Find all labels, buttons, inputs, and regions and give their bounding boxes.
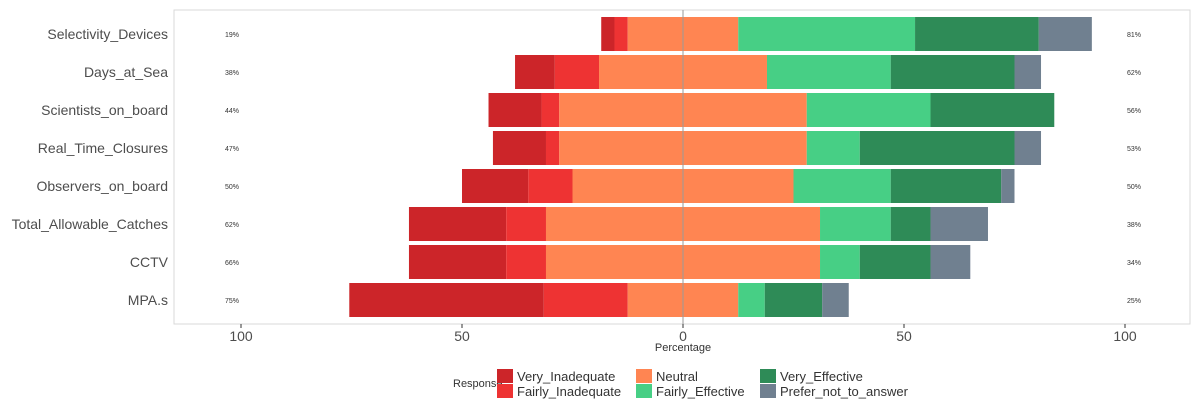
y-label-cctv: CCTV [130,254,169,270]
bar-total-allowable-catches-fairly-effective [820,207,891,241]
bar-cctv-prefer-not-to-answer [930,245,971,279]
bar-cctv-very-effective [859,245,931,279]
left-percent-label: 44% [225,108,239,115]
bar-mpa-s-fairly-inadequate [543,283,628,317]
left-percent-label: 62% [225,222,239,229]
left-percent-label: 19% [225,32,239,39]
x-axis-title: Percentage [655,342,711,354]
x-tick-label: 100 [1113,328,1137,344]
left-percent-label: 50% [225,184,239,191]
legend-label-fairly-inadequate: Fairly_Inadequate [517,384,621,399]
bar-observers-on-board-fairly-inadequate [528,169,573,203]
y-label-mpa-s: MPA.s [128,292,168,308]
left-percent-label: 75% [225,298,239,305]
bars-group [349,17,1092,317]
bar-total-allowable-catches-prefer-not-to-answer [930,207,988,241]
bar-observers-on-board-very-inadequate [462,169,529,203]
bar-real-time-closures-very-inadequate [492,131,546,165]
bar-mpa-s-very-inadequate [349,283,544,317]
y-label-days-at-sea: Days_at_Sea [84,64,168,80]
legend-label-very-effective: Very_Effective [780,369,863,384]
bar-observers-on-board-fairly-effective [793,169,891,203]
x-tick-label: 50 [454,328,470,344]
bar-selectivity-devices-prefer-not-to-answer [1038,17,1092,51]
bar-real-time-closures-very-effective [859,131,1015,165]
legend-swatch-neutral [636,369,652,383]
bar-days-at-sea-fairly-inadequate [554,55,600,89]
bar-days-at-sea-prefer-not-to-answer [1014,55,1042,89]
y-label-observers-on-board: Observers_on_board [36,178,168,194]
bar-real-time-closures-fairly-inadequate [545,131,560,165]
bar-real-time-closures-fairly-effective [806,131,860,165]
bar-selectivity-devices-fairly-inadequate [614,17,628,51]
right-percent-label: 50% [1127,184,1141,191]
right-percent-label: 34% [1127,260,1141,267]
bar-selectivity-devices-very-inadequate [601,17,615,51]
bar-days-at-sea-fairly-effective [766,55,891,89]
legend-title: Response [453,378,503,390]
bar-mpa-s-fairly-effective [738,283,765,317]
bar-selectivity-devices-fairly-effective [738,17,916,51]
bar-days-at-sea-very-inadequate [515,55,555,89]
legend-swatch-prefer-not-to-answer [760,384,776,398]
legend-swatch-very-inadequate [497,369,513,383]
left-percent-label: 38% [225,70,239,77]
y-axis-labels: Selectivity_Devices Days_at_Sea Scientists… [12,26,169,308]
bar-total-allowable-catches-very-effective [890,207,931,241]
bar-cctv-fairly-inadequate [506,245,546,279]
right-percent-label: 56% [1127,108,1141,115]
bar-cctv-very-inadequate [408,245,507,279]
bar-scientists-on-board-very-inadequate [488,93,542,127]
bar-observers-on-board-prefer-not-to-answer [1001,169,1015,203]
x-axis-ticks: 100 50 0 50 100 [229,324,1137,344]
bar-total-allowable-catches-very-inadequate [408,207,507,241]
legend-label-prefer-not-to-answer: Prefer_not_to_answer [780,384,909,399]
left-percent-label: 47% [225,146,239,153]
x-tick-label: 50 [896,328,912,344]
bar-total-allowable-catches-fairly-inadequate [506,207,546,241]
y-label-total-allowable-catches: Total_Allowable_Catches [12,216,168,232]
y-label-real-time-closures: Real_Time_Closures [38,140,168,156]
legend: Response Very_InadequateFairly_Inadequat… [453,369,909,399]
bar-observers-on-board-very-effective [890,169,1002,203]
legend-label-fairly-effective: Fairly_Effective [656,384,745,399]
right-percent-label: 38% [1127,222,1141,229]
bar-real-time-closures-prefer-not-to-answer [1014,131,1042,165]
percent-labels: 19% 81% 38% 62% 44% 56% 47% 53% 50% 50% 62% 38% 66% 3… [225,32,1141,305]
bar-scientists-on-board-very-effective [930,93,1055,127]
legend-label-very-inadequate: Very_Inadequate [517,369,615,384]
right-percent-label: 62% [1127,70,1141,77]
x-tick-label: 0 [679,328,687,344]
bar-mpa-s-very-effective [764,283,823,317]
y-label-scientists-on-board: Scientists_on_board [41,102,168,118]
bar-scientists-on-board-fairly-effective [806,93,931,127]
y-label-selectivity-devices: Selectivity_Devices [47,26,168,42]
x-tick-label: 100 [229,328,253,344]
legend-swatch-very-effective [760,369,776,383]
legend-swatch-fairly-effective [636,384,652,398]
bar-selectivity-devices-very-effective [915,17,1039,51]
right-percent-label: 53% [1127,146,1141,153]
legend-label-neutral: Neutral [656,369,698,384]
right-percent-label: 81% [1127,32,1141,39]
left-percent-label: 66% [225,260,239,267]
bar-days-at-sea-very-effective [890,55,1015,89]
right-percent-label: 25% [1127,298,1141,305]
legend-swatch-fairly-inadequate [497,384,513,398]
bar-cctv-fairly-effective [820,245,860,279]
bar-mpa-s-prefer-not-to-answer [822,283,849,317]
bar-scientists-on-board-fairly-inadequate [541,93,560,127]
